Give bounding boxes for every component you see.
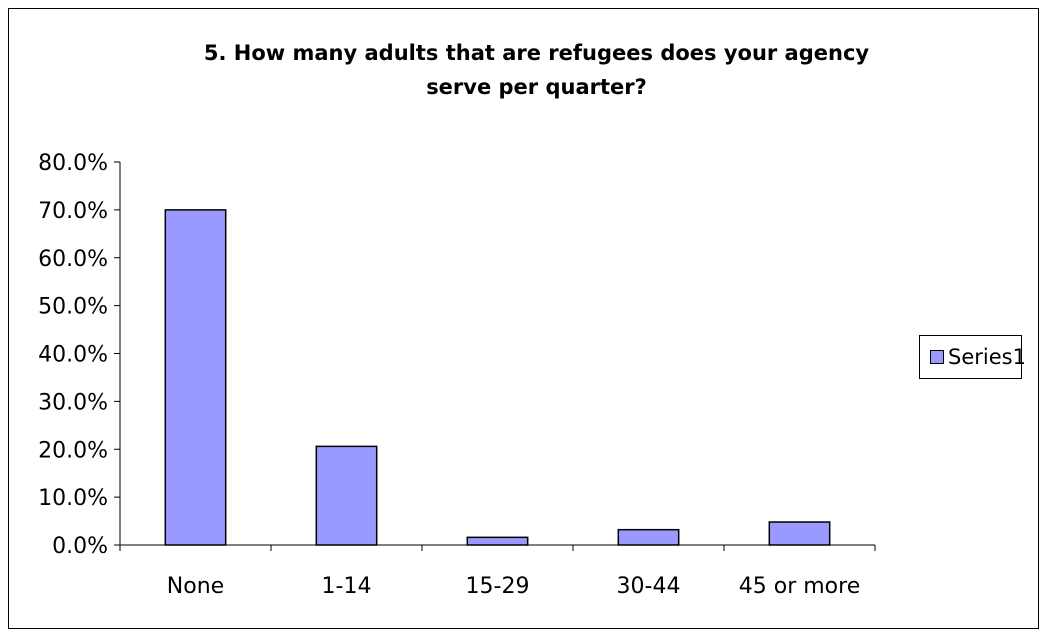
x-tick-label: 15-29	[466, 574, 530, 599]
chart-title-line-2: serve per quarter?	[426, 75, 647, 99]
bar-1-14	[315, 445, 378, 546]
y-tick-label: 70.0%	[38, 199, 108, 224]
legend-label-series1: Series1	[948, 345, 1026, 369]
bar-none	[164, 209, 227, 546]
y-tick-label: 40.0%	[38, 343, 108, 368]
y-tick-label: 80.0%	[38, 151, 108, 176]
x-tick-label: 45 or more	[739, 574, 860, 599]
bar-30-44	[617, 528, 680, 546]
x-tick-label: None	[167, 574, 224, 599]
bar-15-29	[466, 536, 529, 546]
y-tick-label: 10.0%	[38, 486, 108, 511]
y-tick-label: 20.0%	[38, 438, 108, 463]
y-tick-label: 30.0%	[38, 390, 108, 415]
chart-title-line-1: 5. How many adults that are refugees doe…	[203, 41, 870, 65]
y-tick-label: 50.0%	[38, 295, 108, 320]
x-tick-label: 30-44	[617, 574, 681, 599]
y-tick-label: 60.0%	[38, 247, 108, 272]
chart-title: 5. How many adults that are refugees doe…	[0, 36, 1047, 104]
x-tick-label: 1-14	[322, 574, 372, 599]
legend: Series1	[919, 335, 1026, 379]
y-tick-label: 0.0%	[52, 534, 108, 559]
legend-swatch-series1	[930, 350, 944, 364]
bar-45-or-more	[768, 521, 831, 546]
